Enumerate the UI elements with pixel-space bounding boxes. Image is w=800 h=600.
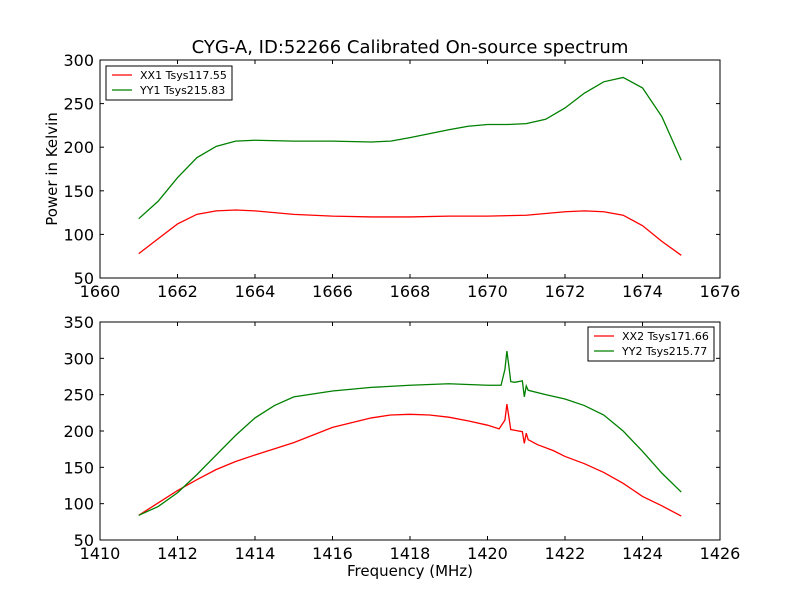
legend-label: YY2 Tsys215.77 [621, 345, 707, 358]
y-tick-label: 250 [63, 95, 94, 114]
x-tick-label: 1410 [80, 544, 121, 563]
series-line-xx-panel-0 [138, 209, 682, 256]
y-tick-label: 150 [63, 458, 94, 477]
y-tick-label: 50 [74, 269, 94, 288]
x-tick-label: 1660 [80, 282, 121, 301]
x-tick-label: 1664 [235, 282, 276, 301]
legend-box [587, 326, 715, 362]
x-tick-label: 1412 [157, 544, 198, 563]
legend-box [105, 65, 233, 101]
series-line-yy-panel-0 [138, 76, 682, 220]
top-panel: 1660 1662 1664 1666 1668 1670 1672 1674 1676 50 10… [63, 51, 740, 301]
legend-label: YY1 Tsys215.83 [139, 84, 225, 97]
y-tick-label: 150 [63, 182, 94, 201]
x-tick-label: 1662 [157, 282, 198, 301]
series-line-yy-panel-1 [138, 350, 682, 516]
legend-label: XX1 Tsys117.55 [140, 69, 227, 82]
y-tick-label: 50 [74, 531, 94, 550]
legend-panel-0: XX1 Tsys117.55 YY1 Tsys215.83 [105, 65, 233, 101]
y-axis-title-top: Power in Kelvin [43, 112, 61, 226]
chart-title-top: CYG-A, ID:52266 Calibrated On-source spe… [192, 37, 629, 58]
x-tick-label: 1414 [235, 544, 276, 563]
y-tick-label: 300 [63, 349, 94, 368]
x-tick-label: 1416 [312, 544, 353, 563]
x-tick-label: 1418 [390, 544, 431, 563]
x-tick-label: 1674 [622, 282, 663, 301]
x-tick-label: 1670 [467, 282, 508, 301]
x-axis-title-bottom: Frequency (MHz) [347, 562, 473, 580]
legend-label: XX2 Tsys171.66 [622, 330, 709, 343]
y-tick-label: 200 [63, 422, 94, 441]
x-tick-label: 1422 [545, 544, 586, 563]
y-tick-label: 300 [63, 51, 94, 70]
legend-panel-1: XX2 Tsys171.66 YY2 Tsys215.77 [587, 326, 715, 362]
bottom-panel: 1410 1412 1414 1416 1418 1420 1422 1424 1426 50 10… [63, 313, 740, 563]
y-tick-label: 100 [63, 495, 94, 514]
y-tick-label: 250 [63, 386, 94, 405]
x-tick-label: 1420 [467, 544, 508, 563]
x-tick-label: 1666 [312, 282, 353, 301]
x-tick-label: 1676 [700, 282, 741, 301]
series-line-xx-panel-1 [138, 404, 682, 517]
x-tick-label: 1424 [622, 544, 663, 563]
x-tick-label: 1426 [700, 544, 741, 563]
y-tick-label: 350 [63, 313, 94, 332]
x-tick-label: 1672 [545, 282, 586, 301]
y-tick-label: 100 [63, 225, 94, 244]
y-tick-label: 200 [63, 138, 94, 157]
x-tick-label: 1668 [390, 282, 431, 301]
